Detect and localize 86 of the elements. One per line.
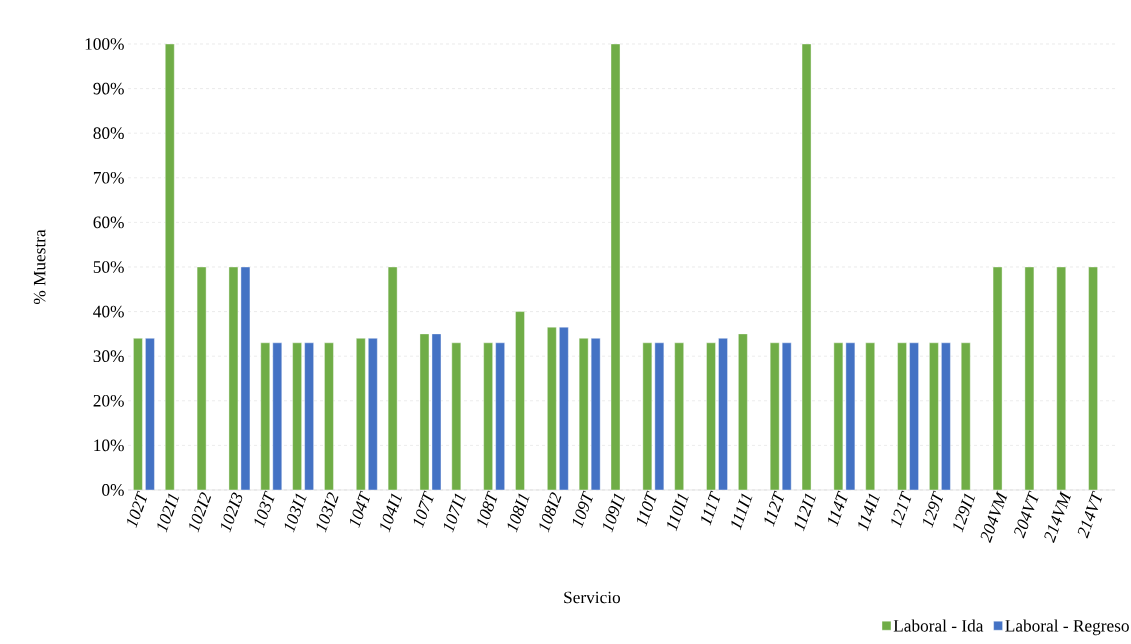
x-tick-label: 108I2 xyxy=(539,492,562,533)
bar xyxy=(992,266,1003,491)
bar xyxy=(941,342,951,491)
bar xyxy=(674,342,684,491)
bar xyxy=(865,342,875,491)
bar xyxy=(515,311,525,491)
y-tick-label: 10% xyxy=(94,439,124,452)
bar xyxy=(451,342,462,491)
bar xyxy=(1088,266,1098,491)
bar xyxy=(610,43,621,491)
bar xyxy=(145,338,155,491)
bar xyxy=(706,342,716,491)
y-tick-label: 40% xyxy=(93,305,124,318)
x-tick-label: 103I1 xyxy=(284,493,307,533)
y-tick-label: 90% xyxy=(93,82,124,95)
x-tick-label: 111I1 xyxy=(731,493,753,531)
bar xyxy=(324,342,334,491)
x-tick-label: 111T xyxy=(701,490,721,526)
x-tick-label: 214VM xyxy=(1044,490,1071,544)
x-tick-label: 110T xyxy=(637,490,657,527)
bar xyxy=(304,342,314,491)
bar xyxy=(718,338,728,491)
x-tick-label: 112T xyxy=(764,490,784,527)
bar xyxy=(547,327,557,491)
bar xyxy=(801,43,812,491)
y-tick-label: 80% xyxy=(93,127,124,140)
y-tick-label: 70% xyxy=(93,171,124,184)
bar xyxy=(356,338,366,491)
bar xyxy=(897,342,907,491)
bar xyxy=(961,342,971,491)
bar xyxy=(738,333,748,491)
bar xyxy=(559,327,569,491)
y-tick-label: 20% xyxy=(93,394,124,407)
x-tick-label: 102I2 xyxy=(189,492,212,533)
y-tick-label: 100% xyxy=(85,38,124,50)
bar xyxy=(578,338,589,491)
x-tick-label: 104I1 xyxy=(380,493,403,533)
bar xyxy=(929,342,939,491)
x-tick-label: 103T xyxy=(254,490,275,529)
x-tick-label: 214VT xyxy=(1077,490,1103,539)
bar xyxy=(368,338,378,491)
x-tick-label: 129I1 xyxy=(953,493,976,533)
x-tick-label: 121T xyxy=(891,490,912,529)
y-tick-label: 0% xyxy=(102,484,124,496)
x-tick-label: 107I1 xyxy=(443,493,466,533)
bar xyxy=(165,43,175,491)
legend-label: Laboral - Ida xyxy=(893,619,984,632)
x-tick-label: 102I1 xyxy=(157,493,180,533)
x-tick-label: 109I1 xyxy=(603,493,625,533)
bar xyxy=(387,266,398,491)
x-tick-label: 129T xyxy=(923,490,943,529)
bar xyxy=(1024,266,1035,491)
x-tick-label: 103I2 xyxy=(316,492,339,533)
bar xyxy=(770,342,780,491)
bar xyxy=(260,342,270,491)
y-tick-label: 50% xyxy=(93,261,124,273)
y-axis-title: % Muestra xyxy=(33,229,46,305)
y-tick-label: 30% xyxy=(93,350,124,363)
x-tick-label: 102T xyxy=(127,490,148,529)
bar xyxy=(782,342,792,491)
bar xyxy=(495,342,505,491)
x-tick-label: 109T xyxy=(572,490,593,529)
x-tick-label: 204VT xyxy=(1014,490,1039,539)
y-tick-label: 60% xyxy=(93,216,124,229)
x-tick-label: 107T xyxy=(413,490,434,529)
x-tick-label: 108T xyxy=(477,490,498,529)
bar xyxy=(1056,266,1066,491)
bar xyxy=(292,342,302,491)
x-tick-label: 204VM xyxy=(980,490,1008,544)
x-tick-label: 102I3 xyxy=(221,492,243,533)
bar xyxy=(272,342,282,491)
legend-label: Laboral - Regreso xyxy=(1005,619,1129,636)
bar xyxy=(590,338,601,491)
x-tick-label: 110I1 xyxy=(667,493,689,532)
bar xyxy=(196,266,207,491)
x-tick-label: 114T xyxy=(828,490,848,527)
bar xyxy=(642,342,653,491)
x-tick-label: 114I1 xyxy=(858,493,880,532)
bar xyxy=(483,342,493,491)
x-tick-label: 104T xyxy=(350,490,370,529)
x-tick-label: 112I1 xyxy=(794,493,817,532)
x-axis-title: Servicio xyxy=(564,591,621,604)
bar xyxy=(654,342,665,491)
bar xyxy=(133,338,143,491)
x-tick-label: 108I1 xyxy=(507,493,530,533)
bar xyxy=(909,342,919,491)
